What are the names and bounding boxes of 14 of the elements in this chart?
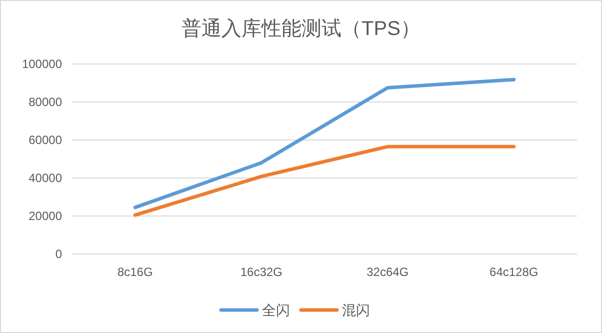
y-tick-label: 20000 <box>28 209 62 223</box>
x-tick-label: 16c32G <box>240 265 282 279</box>
y-tick-label: 40000 <box>28 171 62 185</box>
y-tick-label: 60000 <box>28 133 62 147</box>
chart-title: 普通入库性能测试（TPS） <box>182 17 420 40</box>
y-tick-label: 80000 <box>28 95 62 109</box>
x-tick-label: 32c64G <box>366 265 409 279</box>
y-tick-label: 100000 <box>22 57 62 71</box>
x-tick-label: 8c16G <box>117 265 153 279</box>
legend-label: 混闪 <box>342 302 370 318</box>
x-tick-label: 64c128G <box>490 265 538 279</box>
y-tick-label: 0 <box>55 247 62 261</box>
legend-label: 全闪 <box>262 302 290 318</box>
line-series <box>133 78 516 210</box>
